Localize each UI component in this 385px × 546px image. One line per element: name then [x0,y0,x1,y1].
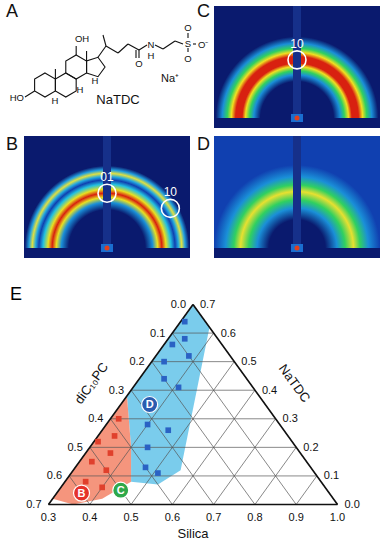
svg-text:0.9: 0.9 [289,511,304,523]
svg-text:NaTDC: NaTDC [96,92,139,107]
svg-text:0.2: 0.2 [129,355,144,367]
svg-text:diC₁₀PC: diC₁₀PC [71,360,111,407]
svg-text:S: S [185,38,191,49]
svg-text:H: H [148,50,155,61]
svg-text:H: H [92,75,99,86]
svg-text:B: B [6,134,18,154]
svg-text:0.1: 0.1 [324,469,339,481]
svg-text:0.7: 0.7 [206,511,221,523]
svg-text:NaTDC: NaTDC [276,361,314,405]
svg-text:Na⁺: Na⁺ [161,72,179,84]
svg-text:1.0: 1.0 [330,511,345,523]
svg-text:A: A [6,1,18,21]
svg-text:OH: OH [75,33,89,44]
svg-text:0.3: 0.3 [109,384,124,396]
svg-text:0.0: 0.0 [345,498,360,510]
svg-text:0.4: 0.4 [82,511,97,523]
svg-text:O: O [135,58,142,69]
svg-text:N: N [148,39,155,50]
svg-text:0.3: 0.3 [283,412,298,424]
svg-text:0.3: 0.3 [41,511,56,523]
svg-text:C: C [197,1,210,21]
svg-text:0.5: 0.5 [241,355,256,367]
svg-text:0.1: 0.1 [150,327,165,339]
svg-text:HO: HO [10,92,24,103]
svg-text:O: O [184,22,191,33]
svg-text:0.2: 0.2 [303,441,318,453]
svg-text:C: C [117,484,125,496]
svg-text:H: H [77,84,84,95]
svg-text:D: D [197,134,210,154]
svg-text:0.6: 0.6 [221,327,236,339]
svg-text:0.0: 0.0 [171,298,186,310]
svg-text:10: 10 [164,185,178,199]
svg-text:0.8: 0.8 [247,511,262,523]
svg-text:0.5: 0.5 [123,511,138,523]
svg-text:0.7: 0.7 [26,498,41,510]
svg-text:B: B [78,487,86,499]
svg-text:H: H [52,95,59,106]
svg-text:0.6: 0.6 [165,511,180,523]
svg-text:0.5: 0.5 [67,441,82,453]
svg-text:D: D [146,398,154,410]
svg-text:0.6: 0.6 [47,469,62,481]
svg-text:O: O [184,53,191,64]
svg-text:0.4: 0.4 [262,384,277,396]
svg-text:O⁻: O⁻ [198,39,208,50]
svg-text:0.7: 0.7 [200,298,215,310]
svg-text:0.4: 0.4 [88,412,103,424]
svg-text:10: 10 [290,37,304,51]
svg-text:01: 01 [100,170,114,184]
html-text:E: E [10,284,22,304]
svg-text:Silica: Silica [177,526,209,541]
